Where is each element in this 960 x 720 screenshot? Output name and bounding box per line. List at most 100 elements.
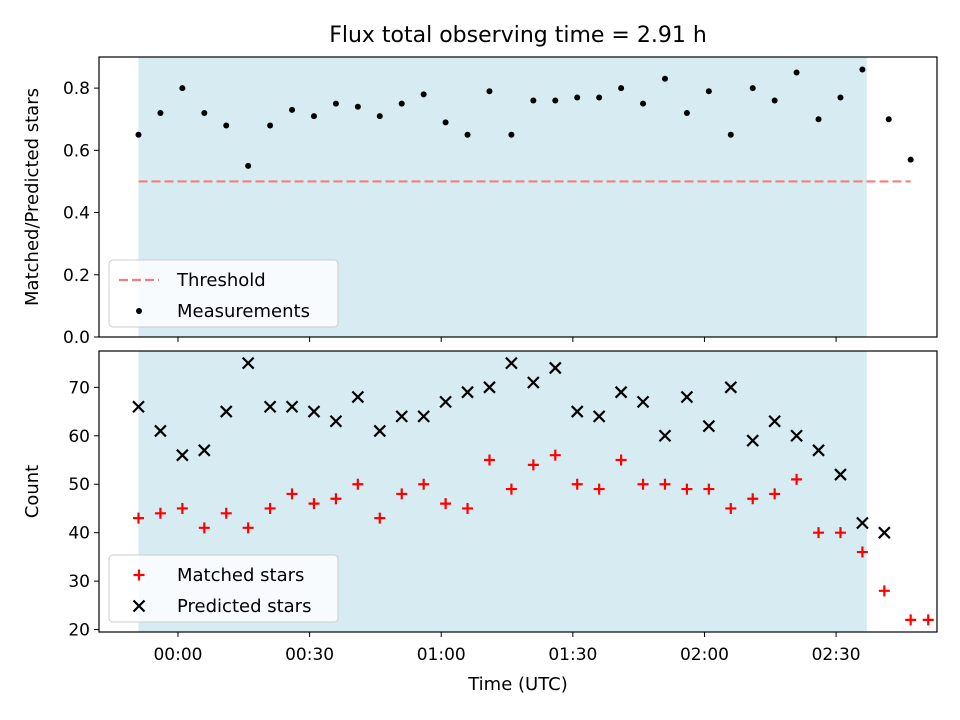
- measurement-point: [596, 94, 603, 101]
- matched-star-point: [242, 522, 254, 534]
- matched-star-point: [747, 493, 759, 505]
- matched-star-point: [308, 498, 320, 510]
- matched-star-point: [637, 478, 649, 490]
- predicted-star-point: [549, 361, 562, 375]
- matched-star-point: [905, 614, 917, 626]
- measurement-point: [267, 122, 274, 129]
- measurement-point: [907, 156, 914, 163]
- matched-star-point: [527, 459, 539, 471]
- legend-matched-swatch: [133, 569, 145, 581]
- chart-title: Flux total observing time = 2.91 h: [329, 23, 707, 48]
- legend-label: Predicted stars: [177, 596, 311, 617]
- bottom-y-axis: 20 30 40 50 60 70: [68, 378, 99, 641]
- matched-star-point: [703, 483, 715, 495]
- predicted-star-point: [636, 395, 650, 409]
- matched-star-point: [330, 493, 342, 505]
- matched-star-point: [132, 512, 144, 524]
- x-tick-label: 02:30: [812, 645, 861, 665]
- measurement-point: [157, 110, 164, 116]
- predicted-star-point: [285, 400, 299, 413]
- matched-star-point: [922, 614, 934, 626]
- measurement-point: [837, 94, 844, 101]
- y-tick-label: 0.0: [63, 328, 90, 348]
- matched-star-point: [374, 512, 386, 524]
- top-y-axis-label: Matched/Predicted stars: [22, 88, 43, 306]
- top-axes-frame: [98, 56, 938, 338]
- measurement-point: [552, 97, 559, 104]
- bottom-x-axis-label: Time (UTC): [467, 674, 568, 695]
- bottom-legend: Matched stars Predicted stars: [108, 554, 339, 623]
- matched-star-point: [615, 454, 627, 466]
- y-tick-label: 0.4: [63, 204, 90, 224]
- measurement-point: [332, 100, 339, 107]
- measurement-point: [661, 75, 668, 82]
- matched-star-point: [769, 488, 781, 500]
- matched-star-point: [681, 483, 693, 495]
- predicted-star-point: [417, 410, 430, 423]
- bottom-panel: 20 30 40 50 60 70 00:00 00:30 01:00 01:30 02:00 02…: [22, 350, 938, 695]
- predicted-star-point: [680, 390, 694, 404]
- matched-star-point: [286, 488, 298, 500]
- top-panel: 0.00.20.40.60.8 Matched/Predicted stars …: [22, 56, 938, 348]
- predicted-star-point: [154, 424, 167, 438]
- matched-star-point: [505, 483, 517, 495]
- predicted-star-point: [263, 400, 277, 413]
- measurement-point: [289, 106, 296, 113]
- measurement-point: [201, 110, 208, 116]
- bottom-y-axis-label: Count: [22, 465, 43, 518]
- legend-box: [108, 554, 339, 623]
- measurement-point: [771, 97, 778, 104]
- y-tick-label: 0.2: [63, 266, 90, 286]
- matched-star-point: [198, 522, 210, 534]
- y-tick-label: 70: [68, 378, 90, 398]
- predicted-star-point: [176, 448, 189, 462]
- predicted-star-point: [768, 414, 781, 428]
- matched-star-point: [878, 585, 890, 597]
- x-tick-label: 01:00: [417, 645, 466, 665]
- y-tick-label: 60: [68, 427, 90, 447]
- predicted-star-point: [856, 516, 869, 530]
- predicted-star-point: [395, 410, 409, 423]
- legend-predicted-swatch: [132, 599, 146, 613]
- predicted-star-point: [812, 444, 825, 457]
- measurement-point: [223, 122, 230, 129]
- matched-star-point: [725, 502, 737, 514]
- matched-star-point: [549, 449, 561, 461]
- bottom-axes-frame: [98, 350, 938, 633]
- measurement-point: [376, 113, 383, 120]
- measurement-point: [245, 162, 252, 169]
- predicted-star-point: [132, 400, 145, 413]
- predicted-star-point: [373, 424, 387, 438]
- measurement-point: [859, 66, 866, 73]
- predicted-star-point: [570, 405, 584, 418]
- y-tick-label: 0.6: [63, 141, 90, 161]
- measurement-point: [354, 103, 361, 110]
- predicted-star-point: [483, 381, 496, 394]
- predicted-star-point: [592, 410, 606, 423]
- top-y-axis: 0.0 0.2 0.4 0.6 0.8: [63, 79, 99, 348]
- predicted-star-point: [439, 395, 452, 409]
- matched-star-point: [220, 507, 232, 519]
- matched-star-point: [396, 488, 408, 500]
- predicted-star-point: [724, 381, 738, 394]
- measurement-point: [464, 131, 471, 138]
- top-legend: Threshold Measurements: [108, 259, 339, 328]
- predicted-star-point: [746, 434, 760, 447]
- matched-star-point: [593, 483, 605, 495]
- matched-star-point: [483, 454, 495, 466]
- matched-star-point: [418, 478, 430, 490]
- measurement-point: [727, 131, 734, 138]
- measurement-point: [749, 85, 756, 92]
- predicted-star-point: [614, 385, 628, 399]
- bottom-marks: [132, 356, 934, 626]
- predicted-star-point: [527, 376, 540, 389]
- predicted-star-point: [329, 414, 343, 428]
- predicted-star-point: [241, 356, 255, 370]
- top-marks: [135, 66, 914, 183]
- predicted-star-point: [834, 468, 847, 481]
- legend-measurement-swatch: [136, 308, 142, 314]
- measurement-point: [486, 88, 493, 95]
- matched-star-point: [352, 478, 364, 490]
- measurement-point: [815, 116, 822, 123]
